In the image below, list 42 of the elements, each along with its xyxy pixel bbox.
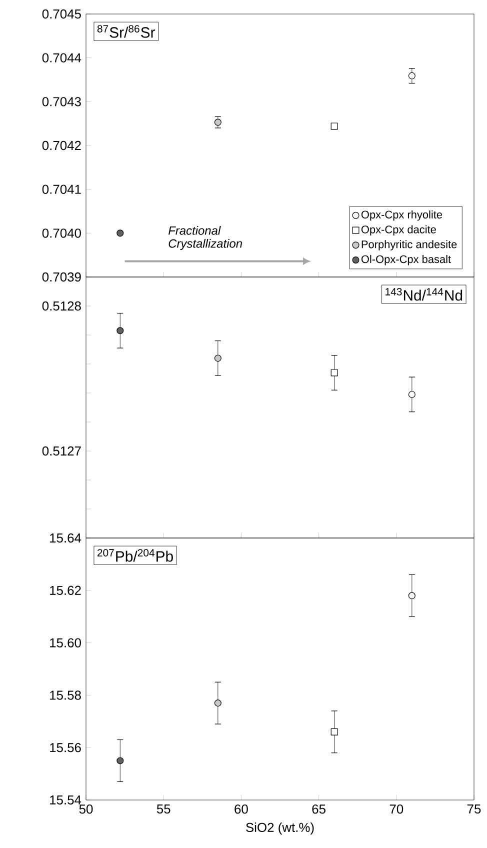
x-tick-label: 70 bbox=[390, 804, 404, 814]
point bbox=[330, 369, 338, 376]
y-tick-label: 15.64 bbox=[50, 533, 82, 543]
y-tick-label: 0.5128 bbox=[42, 301, 81, 311]
point bbox=[408, 592, 416, 600]
point bbox=[116, 327, 124, 334]
text: $^{207}$Pb/$^{204}$Pb bbox=[97, 549, 173, 562]
y-tick-label: 0.7045 bbox=[42, 9, 81, 19]
point bbox=[214, 700, 222, 707]
text: $^{143}$Nd/$^{144}$Nd bbox=[386, 288, 462, 301]
x-tick-label: 75 bbox=[467, 804, 481, 814]
point bbox=[116, 230, 124, 237]
y-tick-label: 15.58 bbox=[50, 690, 81, 700]
y-tick-label: 15.60 bbox=[50, 638, 81, 648]
legend-label: Ol-Opx-Cpx basalt bbox=[361, 255, 451, 266]
x-tick-label: 65 bbox=[312, 804, 326, 814]
legend-label: Opx-Cpx dacite bbox=[361, 225, 436, 236]
y-tick-label: 15.56 bbox=[50, 743, 81, 752]
x-tick-label: 60 bbox=[234, 804, 248, 814]
point bbox=[214, 118, 222, 126]
y-tick-label: 0.5127 bbox=[42, 446, 81, 456]
point bbox=[330, 122, 338, 130]
text: $^{87}$Sr/$^{86}$Sr bbox=[97, 25, 156, 38]
x-tick-label: 50 bbox=[79, 804, 93, 814]
y-tick-label: 0.7043 bbox=[42, 97, 81, 106]
y-tick-label: 0.7042 bbox=[42, 140, 81, 150]
legend-label: Opx-Cpx rhyolite bbox=[361, 210, 442, 221]
y-tick-label: 0.7044 bbox=[42, 53, 82, 62]
x-tick-label: 55 bbox=[156, 804, 170, 814]
point bbox=[214, 354, 222, 362]
y-tick-label: 15.54 bbox=[50, 795, 82, 805]
legend-label: Porphyritic andesite bbox=[362, 240, 457, 250]
y-tick-label: 0.7041 bbox=[42, 184, 81, 194]
annotation: Fractional Crystallization bbox=[168, 226, 242, 250]
point bbox=[116, 757, 124, 764]
point bbox=[330, 728, 338, 736]
x-axis-title: SiO2 (wt.%) bbox=[246, 822, 314, 835]
point bbox=[408, 72, 416, 80]
y-tick-label: 0.7040 bbox=[42, 228, 81, 238]
y-tick-label: 15.62 bbox=[50, 586, 81, 595]
y-tick-label: 0.7039 bbox=[42, 272, 81, 282]
point bbox=[408, 390, 416, 398]
